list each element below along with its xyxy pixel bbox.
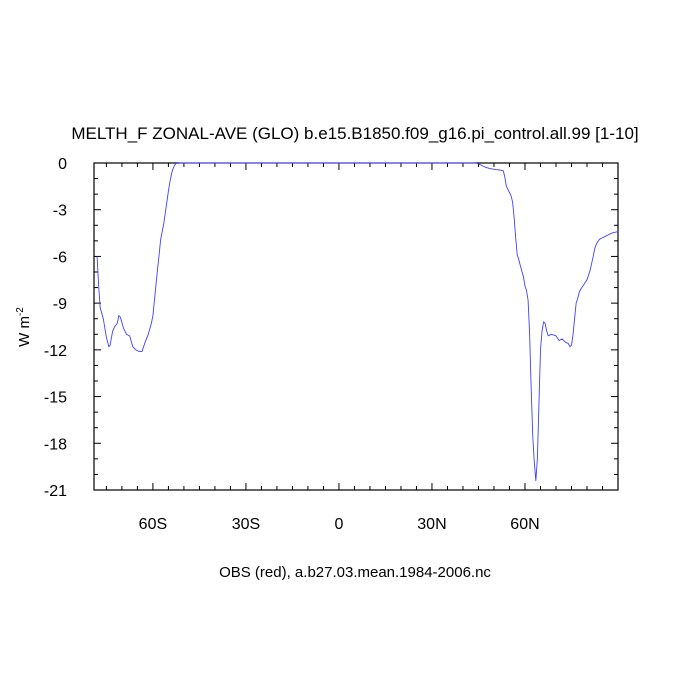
y-tick-label: -9 [53, 296, 67, 313]
x-axis-caption: OBS (red), a.b27.03.mean.1984-2006.nc [219, 564, 491, 581]
series-line [96, 162, 619, 482]
x-tick-label: 30N [417, 516, 446, 533]
y-axis-title-main: W m [16, 316, 33, 347]
y-tick-label: -3 [53, 203, 67, 220]
plot-area: 60S 30S 0 30N 60N 0 -3 -6 -9 -12 -15 -18 -21 [44, 156, 619, 533]
y-tick-label: -12 [44, 343, 67, 360]
x-tick-label: 0 [334, 516, 343, 533]
y-tick-label: -18 [44, 436, 67, 453]
y-tick-label: -6 [53, 249, 67, 266]
plot-frame [93, 162, 619, 491]
y-tick-label: -15 [44, 390, 67, 407]
y-axis-title: W m-2 [15, 307, 33, 347]
chart-title: MELTH_F ZONAL-AVE (GLO) b.e15.B1850.f09_… [71, 124, 638, 143]
y-tick-label: 0 [58, 156, 67, 173]
y-tick-label: -21 [44, 483, 67, 500]
x-tick-label: 60S [139, 516, 167, 533]
x-tick-label: 60N [510, 516, 539, 533]
x-tick-label: 30S [232, 516, 260, 533]
y-axis-title-exponent: -2 [15, 307, 26, 316]
